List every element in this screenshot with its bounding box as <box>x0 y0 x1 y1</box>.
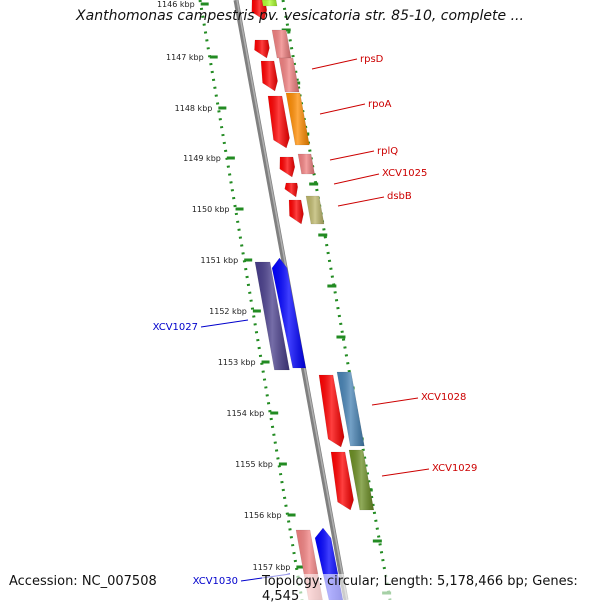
gene-XCV1028-shading <box>337 372 365 446</box>
genome-summary: Topology: circular; Length: 5,178,466 bp… <box>262 574 600 604</box>
gene-leader-line <box>329 150 375 161</box>
gene-label: rplQ <box>377 146 398 157</box>
gene-leader-line <box>200 319 249 328</box>
tick-label: 1148 kbp <box>175 104 213 113</box>
tick-label: 1152 kbp <box>209 307 247 316</box>
gene-rpsD-shading <box>279 58 300 92</box>
tick-label: 1150 kbp <box>192 205 230 214</box>
gene-leader-line <box>311 58 358 70</box>
tick-label: 1156 kbp <box>244 511 282 520</box>
gene-leader-line <box>333 173 380 185</box>
gene-leader-line <box>381 468 430 477</box>
tick-label: 1147 kbp <box>166 53 204 62</box>
tick-label: 1157 kbp <box>253 563 291 572</box>
gene-leader-line <box>371 397 419 406</box>
tick-label: 1154 kbp <box>227 409 265 418</box>
gene-label: XCV1027 <box>153 322 198 333</box>
gene-red-6-shading <box>284 183 298 197</box>
gene-red-2-shading <box>254 40 270 58</box>
map-title: Xanthomonas campestris pv. vesicatoria s… <box>76 8 524 24</box>
accession-label: Accession: NC_007508 <box>9 574 157 589</box>
right-tick-track <box>281 0 392 600</box>
tick-label: 1151 kbp <box>200 256 238 265</box>
gene-red-8-shading <box>319 375 345 447</box>
left-tick-track <box>198 0 304 600</box>
gene-rplQ-shading <box>298 154 315 174</box>
gene-dsbB-shading <box>306 196 325 224</box>
gene-label: XCV1030 <box>193 576 238 587</box>
gene-label: XCV1025 <box>382 168 427 179</box>
tick-label: 1149 kbp <box>183 154 221 163</box>
gene-label: XCV1028 <box>421 392 466 403</box>
gene-leader-line <box>337 196 385 207</box>
tick-label: 1146 kbp <box>157 0 195 9</box>
tick-label: 1153 kbp <box>218 358 256 367</box>
gene-label: rpoA <box>368 99 392 110</box>
gene-rpsD-a-shading <box>272 30 292 58</box>
gene-label: dsbB <box>387 191 412 202</box>
gene-XCV1029-shading <box>349 450 374 510</box>
gene-blue-1-shading <box>272 258 306 368</box>
gene-leader-line <box>319 103 366 115</box>
tick-label: 1155 kbp <box>235 460 273 469</box>
gene-XCV1027-shading <box>255 262 290 370</box>
gene-red-7-shading <box>289 200 304 224</box>
gene-label: XCV1029 <box>432 463 477 474</box>
gene-red-3-shading <box>261 61 278 91</box>
gene-lime-top-shading <box>262 0 278 6</box>
gene-red-4-shading <box>268 96 290 148</box>
gene-label: rpsD <box>360 54 384 65</box>
gene-red-5-shading <box>279 157 295 177</box>
gene-red-9-shading <box>331 452 354 510</box>
gene-rpoA-shading <box>286 93 310 145</box>
